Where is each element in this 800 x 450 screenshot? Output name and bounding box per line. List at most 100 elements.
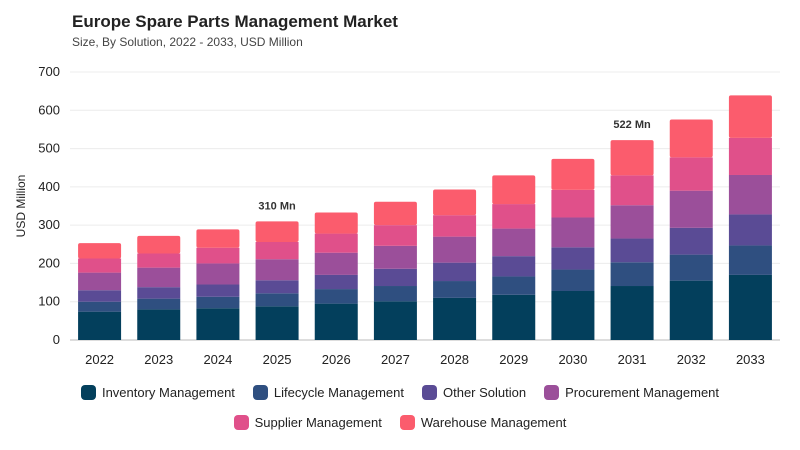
- bar-segment: [610, 238, 654, 263]
- bar-segment: [433, 262, 477, 282]
- bar-segment: [610, 262, 654, 287]
- y-tick-label: 600: [38, 102, 60, 117]
- bar-segment: [196, 296, 240, 309]
- legend-label: Warehouse Management: [420, 415, 567, 430]
- bar-segment: [669, 119, 713, 158]
- bar-segment: [492, 175, 536, 205]
- bar-segment: [433, 215, 477, 237]
- bar-segment: [373, 268, 417, 287]
- legend-row-1: Inventory Management Lifecycle Managemen…: [0, 385, 800, 400]
- bar-segment: [255, 280, 299, 294]
- y-tick-label: 300: [38, 217, 60, 232]
- bar-segment: [728, 245, 772, 275]
- y-tick-label: 700: [38, 64, 60, 79]
- bar-segment: [551, 247, 595, 270]
- bar-segment: [314, 303, 358, 340]
- legend-label: Lifecycle Management: [273, 385, 404, 400]
- legend-item-inventory[interactable]: Inventory Management: [80, 385, 235, 400]
- x-tick-label: 2025: [263, 352, 292, 367]
- bar-segment: [137, 253, 181, 268]
- bar-segment: [255, 306, 299, 340]
- bar-segment: [196, 247, 240, 264]
- bar-segment: [433, 297, 477, 340]
- bar-segment: [373, 245, 417, 269]
- y-axis-label: USD Million: [14, 175, 28, 238]
- bar-segment: [551, 217, 595, 248]
- y-tick-label: 0: [53, 332, 60, 347]
- bar-segment: [373, 225, 417, 246]
- bar-segment: [255, 221, 299, 242]
- data-label: 522 Mn: [613, 119, 651, 131]
- chart-subtitle: Size, By Solution, 2022 - 2033, USD Mill…: [72, 35, 303, 49]
- bar-segment: [314, 274, 358, 290]
- bar-segment: [728, 214, 772, 246]
- bar-segment: [669, 254, 713, 281]
- bar-segment: [669, 157, 713, 191]
- legend-label: Other Solution: [443, 385, 527, 400]
- bar-segment: [137, 267, 181, 288]
- legend-swatch: [422, 385, 437, 400]
- data-label: 310 Mn: [258, 200, 296, 212]
- bar-segment: [610, 205, 654, 239]
- bar-segment: [314, 212, 358, 234]
- bar-segment: [373, 201, 417, 226]
- x-tick-label: 2028: [440, 352, 469, 367]
- bar-segment: [137, 309, 181, 340]
- stacked-bar-chart: 0 100 200 300 400 500 600 700 USD Million 2022 202…: [14, 64, 780, 367]
- bar-segment: [669, 280, 713, 340]
- legend-item-supplier[interactable]: Supplier Management: [233, 415, 382, 430]
- x-tick-label: 2029: [499, 352, 528, 367]
- bar-segment: [728, 137, 772, 175]
- bar-segment: [551, 269, 595, 291]
- bar-segment: [196, 284, 240, 297]
- legend-label: Inventory Management: [101, 385, 235, 400]
- x-tick-label: 2027: [381, 352, 410, 367]
- bar-segment: [137, 298, 181, 310]
- x-tick-label: 2026: [322, 352, 351, 367]
- bar-segment: [728, 95, 772, 138]
- chart-title: Europe Spare Parts Management Market: [72, 12, 398, 31]
- bar-segment: [255, 293, 299, 307]
- legend-swatch: [80, 385, 96, 400]
- bar-segment: [196, 229, 240, 248]
- legend-item-lifecycle[interactable]: Lifecycle Management: [252, 385, 404, 400]
- bar-segment: [610, 175, 654, 206]
- bar-segment: [492, 204, 536, 229]
- legend-item-other[interactable]: Other Solution: [422, 385, 526, 400]
- bar-segment: [314, 233, 358, 253]
- bar-segment: [137, 287, 181, 299]
- bar-segment: [492, 294, 536, 340]
- bar-segment: [196, 263, 240, 285]
- x-tick-label: 2022: [85, 352, 114, 367]
- y-tick-label: 200: [38, 255, 60, 270]
- x-tick-label: 2024: [203, 352, 232, 367]
- legend-swatch: [252, 385, 268, 400]
- legend-item-warehouse[interactable]: Warehouse Management: [399, 415, 567, 430]
- bar-segment: [373, 301, 417, 340]
- y-tick-label: 100: [38, 294, 60, 309]
- bar-segment: [78, 272, 122, 291]
- bar-segment: [551, 189, 595, 218]
- bar-segment: [255, 259, 299, 281]
- x-tick-label: 2031: [618, 352, 647, 367]
- bar-segment: [78, 311, 122, 340]
- bar-segment: [314, 289, 358, 304]
- bar-segment: [669, 190, 713, 228]
- legend-row-2: Supplier Management Warehouse Management: [0, 415, 800, 430]
- legend-label: Supplier Management: [254, 415, 382, 430]
- bar-segment: [314, 252, 358, 275]
- bar-segment: [137, 235, 181, 254]
- bar-segment: [610, 286, 654, 340]
- bar-segment: [78, 301, 122, 312]
- x-tick-label: 2033: [736, 352, 765, 367]
- legend-item-procurement[interactable]: Procurement Management: [544, 385, 719, 400]
- bar-segment: [78, 258, 122, 273]
- legend-swatch: [233, 415, 249, 430]
- x-tick-label: 2030: [558, 352, 587, 367]
- bar-segment: [433, 236, 477, 263]
- bar-segment: [492, 276, 536, 295]
- bar-segment: [78, 290, 122, 302]
- x-tick-label: 2023: [144, 352, 173, 367]
- y-tick-label: 500: [38, 141, 60, 156]
- bar-segment: [492, 228, 536, 257]
